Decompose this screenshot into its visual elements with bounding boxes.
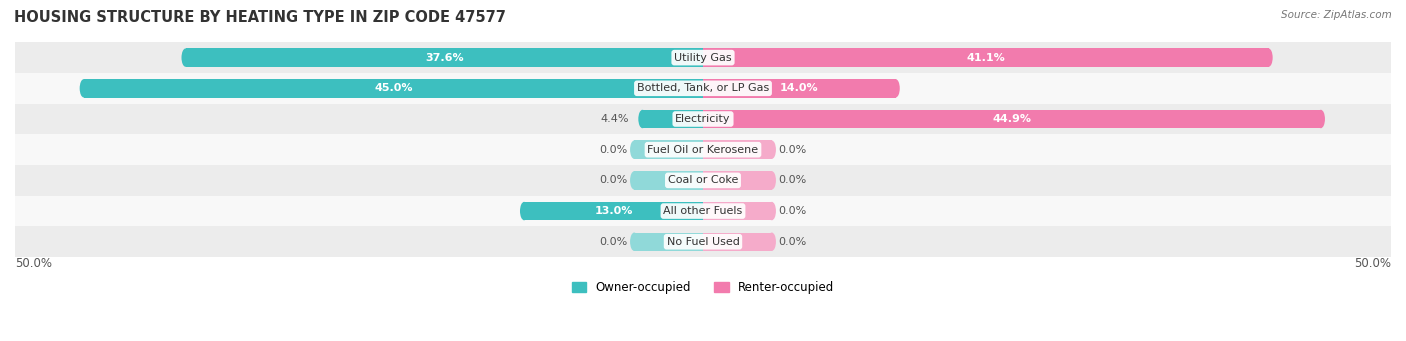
- Circle shape: [768, 202, 776, 220]
- Bar: [15, 196, 1391, 226]
- Bar: [15, 42, 1391, 73]
- Bar: [84, 79, 703, 98]
- Text: Utility Gas: Utility Gas: [675, 53, 731, 63]
- Circle shape: [768, 140, 776, 159]
- Circle shape: [630, 233, 638, 251]
- Circle shape: [630, 171, 638, 190]
- Bar: [703, 110, 1320, 128]
- Bar: [634, 233, 703, 251]
- Text: 0.0%: 0.0%: [599, 175, 627, 186]
- Text: 0.0%: 0.0%: [779, 145, 807, 155]
- Bar: [703, 233, 772, 251]
- Text: No Fuel Used: No Fuel Used: [666, 237, 740, 247]
- Bar: [15, 165, 1391, 196]
- Bar: [15, 226, 1391, 257]
- Text: Coal or Coke: Coal or Coke: [668, 175, 738, 186]
- Bar: [15, 134, 1391, 165]
- Text: Fuel Oil or Kerosene: Fuel Oil or Kerosene: [647, 145, 759, 155]
- Text: 50.0%: 50.0%: [1354, 257, 1391, 270]
- Text: 0.0%: 0.0%: [779, 206, 807, 216]
- Circle shape: [1316, 110, 1324, 128]
- Circle shape: [80, 79, 89, 98]
- Text: 0.0%: 0.0%: [779, 237, 807, 247]
- Text: 41.1%: 41.1%: [966, 53, 1005, 63]
- Text: 37.6%: 37.6%: [425, 53, 464, 63]
- Circle shape: [1264, 48, 1272, 67]
- Bar: [15, 104, 1391, 134]
- Text: Source: ZipAtlas.com: Source: ZipAtlas.com: [1281, 10, 1392, 20]
- Circle shape: [520, 202, 529, 220]
- Text: 0.0%: 0.0%: [599, 145, 627, 155]
- Circle shape: [181, 48, 190, 67]
- Circle shape: [768, 233, 776, 251]
- Text: 45.0%: 45.0%: [374, 83, 412, 93]
- Bar: [703, 79, 896, 98]
- Bar: [703, 171, 772, 190]
- Text: 0.0%: 0.0%: [779, 175, 807, 186]
- Text: 14.0%: 14.0%: [780, 83, 818, 93]
- Circle shape: [638, 110, 647, 128]
- Circle shape: [891, 79, 900, 98]
- Circle shape: [768, 171, 776, 190]
- Text: All other Fuels: All other Fuels: [664, 206, 742, 216]
- Text: 4.4%: 4.4%: [600, 114, 628, 124]
- Bar: [186, 48, 703, 67]
- Bar: [643, 110, 703, 128]
- Bar: [634, 140, 703, 159]
- Text: 50.0%: 50.0%: [15, 257, 52, 270]
- Text: HOUSING STRUCTURE BY HEATING TYPE IN ZIP CODE 47577: HOUSING STRUCTURE BY HEATING TYPE IN ZIP…: [14, 10, 506, 25]
- Text: 44.9%: 44.9%: [993, 114, 1032, 124]
- Text: 0.0%: 0.0%: [599, 237, 627, 247]
- Text: Bottled, Tank, or LP Gas: Bottled, Tank, or LP Gas: [637, 83, 769, 93]
- Bar: [15, 73, 1391, 104]
- Bar: [703, 202, 772, 220]
- Bar: [634, 171, 703, 190]
- Bar: [703, 48, 1268, 67]
- Text: 13.0%: 13.0%: [595, 206, 633, 216]
- Bar: [703, 140, 772, 159]
- Legend: Owner-occupied, Renter-occupied: Owner-occupied, Renter-occupied: [567, 276, 839, 298]
- Text: Electricity: Electricity: [675, 114, 731, 124]
- Bar: [524, 202, 703, 220]
- Circle shape: [630, 140, 638, 159]
